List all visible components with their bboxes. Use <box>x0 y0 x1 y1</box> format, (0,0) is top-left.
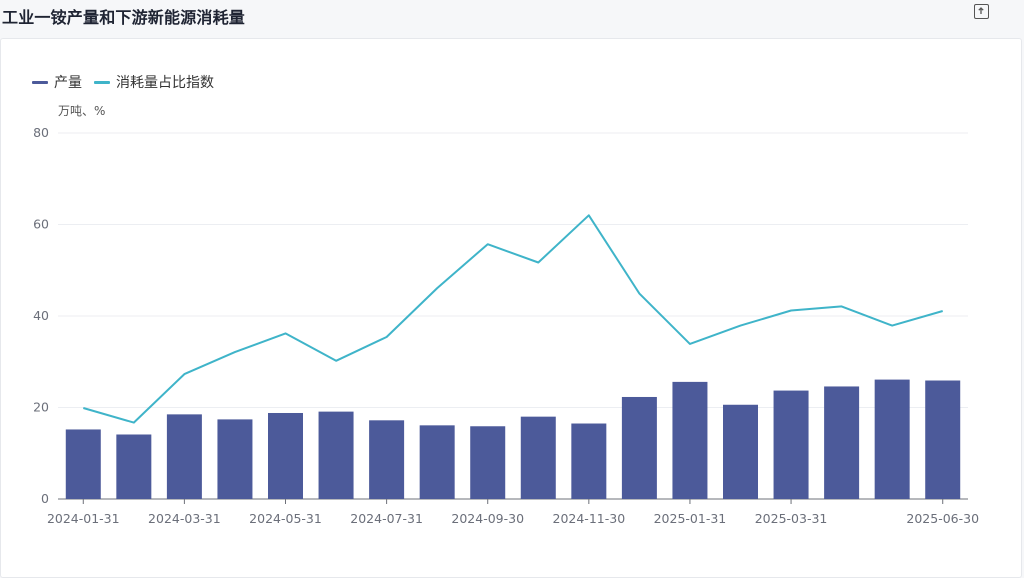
x-tick-label: 2024-05-31 <box>249 511 322 526</box>
bar-production[interactable] <box>874 379 910 499</box>
bar-production[interactable] <box>571 423 607 499</box>
bar-production[interactable] <box>773 390 809 499</box>
x-tick-label: 2025-01-31 <box>654 511 727 526</box>
legend-item-consumption-index[interactable]: 消耗量占比指数 <box>94 72 214 92</box>
bar-production[interactable] <box>65 429 101 499</box>
y-axis-unit-label: 万吨、% <box>58 104 106 118</box>
legend-item-production[interactable]: 产量 <box>32 72 82 92</box>
bar-production[interactable] <box>369 420 405 499</box>
bar-production[interactable] <box>470 426 506 499</box>
page-title: 工业一铵产量和下游新能源消耗量 <box>2 8 246 27</box>
legend-label-production: 产量 <box>54 75 82 91</box>
bar-production[interactable] <box>419 425 455 499</box>
x-tick-label: 2024-09-30 <box>451 511 524 526</box>
bar-production[interactable] <box>621 396 657 499</box>
bar-production[interactable] <box>925 380 961 499</box>
export-icon[interactable] <box>974 4 989 19</box>
x-tick-label: 2025-06-30 <box>906 511 979 526</box>
bar-production[interactable] <box>723 404 758 499</box>
bar-production[interactable] <box>116 434 152 499</box>
x-tick-label: 2025-03-31 <box>755 511 828 526</box>
legend-swatch-consumption-index <box>94 80 110 84</box>
bar-production[interactable] <box>672 381 708 499</box>
x-tick-label: 2024-07-31 <box>350 511 423 526</box>
y-tick-label: 0 <box>41 491 49 506</box>
y-tick-label: 60 <box>33 217 49 232</box>
legend-label-consumption-index: 消耗量占比指数 <box>116 75 214 91</box>
y-tick-label: 40 <box>33 308 49 323</box>
bar-production[interactable] <box>217 419 253 499</box>
bar-production[interactable] <box>166 414 202 499</box>
y-tick-label: 20 <box>33 400 49 415</box>
bar-production[interactable] <box>520 416 556 499</box>
x-tick-label: 2024-11-30 <box>553 511 626 526</box>
chart-legend: 产量 消耗量占比指数 <box>32 72 214 92</box>
bar-production[interactable] <box>824 386 860 499</box>
bar-production[interactable] <box>318 411 354 499</box>
legend-swatch-production <box>32 80 48 84</box>
bar-production[interactable] <box>268 412 303 499</box>
x-tick-label: 2024-03-31 <box>148 511 221 526</box>
line-consumption-index[interactable] <box>83 214 943 424</box>
x-tick-label: 2024-01-31 <box>47 511 120 526</box>
y-tick-label: 80 <box>33 125 49 140</box>
